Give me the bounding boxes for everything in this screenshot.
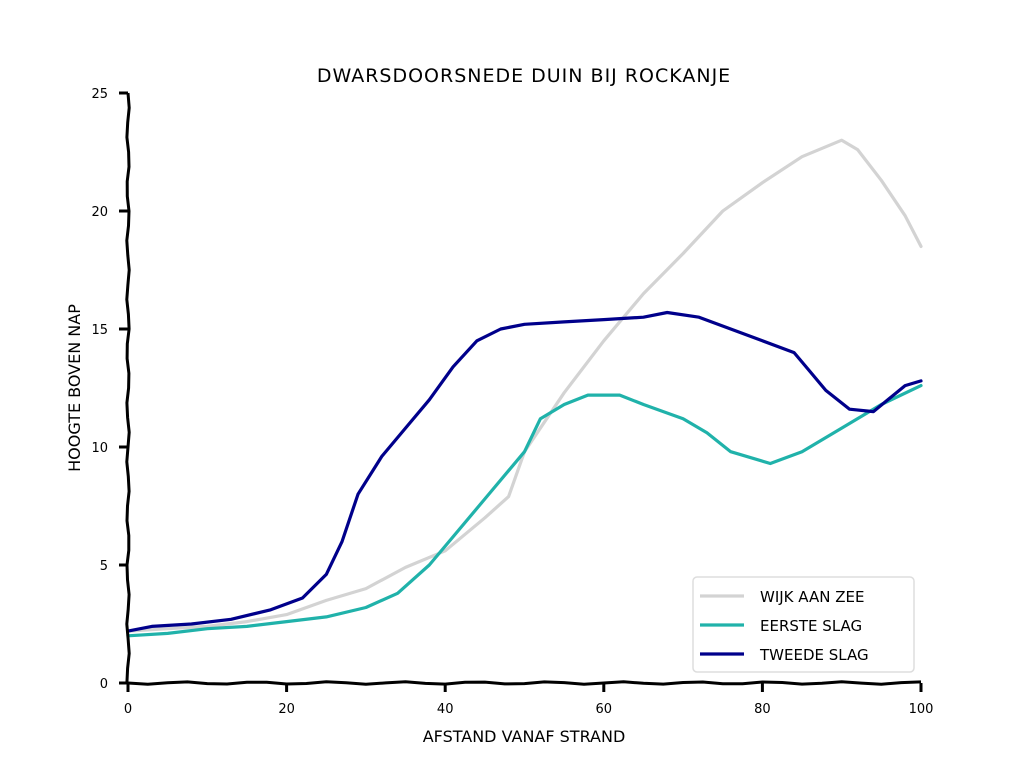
axes: 0 20 40 60 80 100 0 5 10 15 20 25: [91, 87, 933, 717]
y-tick-label: 25: [91, 87, 108, 102]
x-axis-label: Afstand vanaf strand: [423, 727, 626, 746]
y-tick-label: 15: [91, 323, 108, 338]
x-tick-label: 80: [754, 702, 771, 717]
y-tick-label: 20: [91, 205, 108, 220]
y-tick-label: 5: [100, 559, 108, 574]
legend-label-2: Tweede slag: [759, 646, 869, 664]
series-line-0: [126, 138, 923, 633]
x-tick-label: 0: [124, 702, 132, 717]
x-axis-line: [127, 680, 922, 686]
y-tick-label: 10: [91, 441, 108, 456]
series-line-2: [126, 310, 923, 633]
legend-box: [692, 576, 915, 673]
x-tick-label: 40: [437, 702, 454, 717]
legend-label-0: Wijk aan Zee: [760, 588, 864, 606]
y-axis-line: [125, 92, 131, 684]
x-tick-label: 100: [909, 702, 934, 717]
chart-title: Dwarsdoorsnede duin bij Rockanje: [317, 65, 731, 87]
x-tick-label: 60: [596, 702, 613, 717]
legend-label-1: Eerste slag: [760, 617, 862, 635]
legend: Wijk aan Zee Eerste slag Tweede slag: [692, 576, 915, 673]
series-layer: [126, 138, 923, 638]
x-tick-label: 20: [278, 702, 295, 717]
y-axis-label: Hoogte boven NAP: [65, 304, 84, 472]
series-line-1: [126, 384, 923, 638]
y-tick-label: 0: [100, 677, 108, 692]
